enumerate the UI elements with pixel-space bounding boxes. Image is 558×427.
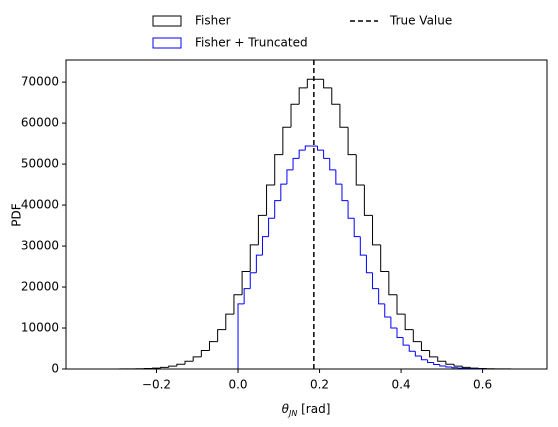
histogram-bin [290,103,300,128]
histogram-bin [396,294,406,315]
plot-frame [65,59,548,370]
histogram-bin [304,145,312,151]
histogram-bin [317,146,324,151]
histogram-bin [388,271,397,296]
histogram-bin [355,154,365,186]
histogram-bin [437,356,446,362]
legend-label: Fisher + Truncated [195,36,308,50]
histogram-bin [429,350,438,358]
histogram-bin [384,303,391,318]
histogram-bin [282,126,292,155]
histogram-bin [184,360,194,365]
histogram-bin [160,366,169,369]
histogram-bin [396,328,404,338]
x-tick-label: 0.4 [392,378,411,392]
histogram-bin [365,255,373,274]
histogram-bin [298,149,306,159]
histogram-bin [329,158,336,171]
histogram-bin [420,356,428,361]
histogram-bin [390,316,397,329]
histogram-bin [274,200,281,219]
histogram-bin [412,329,422,343]
histogram-bin [420,341,430,352]
histogram-bin [266,184,275,216]
histogram-bin [261,236,269,256]
histogram-bin [292,157,300,170]
x-label-subscript: JN [287,409,297,418]
histogram-bin [274,154,283,185]
histogram-bin [323,79,332,89]
histogram-bin [192,356,202,362]
histogram-bin [225,313,234,330]
histogram-bin [249,244,259,272]
histogram-bin [306,78,316,88]
x-axis-label: θJN [rad] [282,402,331,418]
x-tick-label: 0.2 [310,378,329,392]
histogram-bin [404,314,414,331]
histogram-bin [402,337,410,346]
histogram-bin [341,184,349,202]
y-axis-label: PDF [10,203,24,226]
histogram-bin [286,169,294,185]
histogram-bin [249,272,257,289]
histogram-bin [453,364,463,367]
histogram-bin [372,215,381,246]
histogram-bin [233,294,243,315]
histogram-bin [208,341,218,351]
histogram-bin [461,366,471,368]
y-tick-label: 20000 [21,280,59,294]
histogram-bin [414,351,422,357]
histogram-bin [280,183,287,201]
histogram-bin [469,367,479,369]
x-label-unit: [rad] [297,402,330,416]
histogram-bin [323,150,330,159]
histogram-bin [237,303,245,369]
histogram-bin [255,254,263,273]
x-tick-label: 0.6 [473,378,492,392]
histogram-bin [268,217,275,237]
y-tick-label: 0 [51,362,59,376]
y-tick-label: 70000 [21,75,59,89]
histogram-bin [433,362,440,365]
histogram-bin [380,244,389,272]
legend-label: Fisher [195,14,231,28]
histogram-bin [217,329,226,342]
histogram-bin [176,363,186,367]
x-label-symbol: θ [282,402,290,416]
histogram-bin [339,104,349,128]
histogram-bin [445,365,453,368]
histogram-bin [445,361,455,365]
y-tick-label: 30000 [21,239,59,253]
histogram-bin [427,359,434,363]
y-tick-label: 50000 [21,157,59,171]
histogram-bin [257,214,267,245]
x-tick-label: 0.0 [228,378,247,392]
y-tick-label: 10000 [21,321,59,335]
histogram-bin [347,127,357,156]
y-tick-label: 60000 [21,116,59,130]
histogram-bin [168,365,177,368]
histogram-bin [331,87,340,105]
histogram-bin [335,169,342,185]
legend-label: True Value [389,14,452,28]
histogram-bin [353,218,361,238]
histogram-bin [298,87,308,105]
histogram-bin [439,364,446,367]
x-tick-label: −0.2 [142,378,171,392]
histogram-bin [451,366,459,369]
histogram-bin [243,288,251,304]
y-tick-label: 40000 [21,198,59,212]
histogram-bin [408,345,416,352]
legend-swatch [152,37,182,49]
histogram-bin [378,288,385,305]
histogram-bin [372,272,379,290]
legend-swatch [152,15,182,27]
histogram-bin [241,270,251,295]
histogram-bin [347,200,355,219]
histogram-bin [359,236,367,256]
histogram-bin [363,184,373,216]
histogram-bin [200,350,210,357]
